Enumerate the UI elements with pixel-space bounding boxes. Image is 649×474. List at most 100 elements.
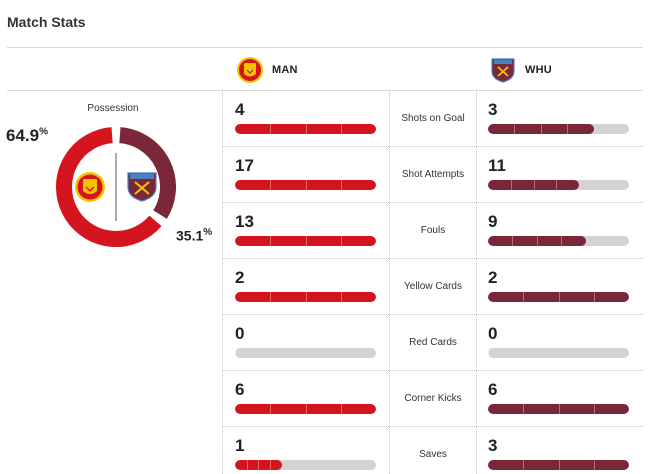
possession-donut-home-arc [56,127,162,247]
bar-segment-tick [235,348,236,358]
away-stat-bar-fill [488,124,594,134]
away-team-abbr: WHU [525,64,552,76]
home-stat-value: 1 [235,436,245,455]
header-divider [7,90,643,91]
stat-row: 4 Shots on Goal 3 [223,91,643,147]
bar-segment-tick [258,460,260,470]
bar-segment-tick [246,460,248,470]
manchester-united-crest-icon [237,57,263,83]
home-stat-bar-fill [235,180,376,190]
bar-segment-tick [510,180,512,190]
home-stat-bar-fill [235,404,376,414]
bar-segment-tick [561,236,563,246]
home-stat-bar [235,180,376,190]
stat-row: 0 Red Cards 0 [223,315,643,371]
bar-segment-tick [270,180,272,190]
bar-segment-tick [270,124,272,134]
away-stat-bar-fill [488,180,580,190]
away-stat-bar [488,404,629,414]
bar-segment-tick [340,404,342,414]
bar-segment-tick [235,348,236,358]
bar-segment-tick [235,348,236,358]
away-stat-bar-fill [488,292,629,302]
home-stat-value: 6 [235,380,245,399]
bar-segment-tick [305,236,307,246]
away-stat-value: 0 [488,324,498,343]
bar-segment-tick [305,180,307,190]
home-possession-value: 64.9% [6,126,48,146]
bar-segment-tick [488,348,489,358]
away-possession-value: 35.1% [176,227,212,244]
away-stat-bar [488,348,629,358]
away-possession-number: 35.1 [176,227,204,244]
home-stat-bar-fill [235,236,376,246]
bar-segment-tick [488,348,489,358]
bar-segment-tick [556,180,558,190]
home-stat-bar [235,404,376,414]
west-ham-crest-icon [127,172,157,202]
home-stat-value: 13 [235,212,254,231]
bar-segment-tick [270,292,272,302]
bar-segment-tick [558,404,560,414]
bar-segment-tick [305,292,307,302]
bar-segment-tick [536,236,538,246]
home-stat-bar-fill [235,124,376,134]
away-stat-bar-fill [488,404,629,414]
bar-segment-tick [270,236,272,246]
row-divider [223,314,643,315]
bar-segment-tick [558,292,560,302]
bar-segment-tick [340,292,342,302]
bar-segment-tick [523,404,525,414]
bar-segment-tick [558,460,560,470]
stat-label: Yellow Cards [404,281,462,292]
row-divider [223,202,643,203]
home-possession-unit: % [39,126,48,138]
bar-segment-tick [305,404,307,414]
home-team-header[interactable]: MAN [236,55,298,85]
away-stat-value: 3 [488,436,498,455]
away-stat-value: 3 [488,100,498,119]
bar-segment-tick [567,124,569,134]
away-stat-value: 11 [488,156,506,175]
stat-row: 2 Yellow Cards 2 [223,259,643,315]
bar-segment-tick [523,460,525,470]
away-team-header[interactable]: WHU [489,55,552,85]
possession-donut-away-arc [118,127,176,219]
possession-label: Possession [87,103,139,114]
away-stat-bar [488,460,629,470]
home-stat-value: 4 [235,100,245,119]
home-stat-bar [235,236,376,246]
bar-segment-tick [270,404,272,414]
home-stat-bar-fill [235,460,282,470]
home-stat-value: 2 [235,268,245,287]
bar-segment-tick [512,236,514,246]
stat-row: 17 Shot Attempts 11 [223,147,643,203]
bar-segment-tick [488,348,489,358]
possession-donut [56,127,176,247]
home-stat-bar [235,348,376,358]
stat-label: Saves [419,449,447,460]
away-stat-bar-fill [488,236,586,246]
bar-segment-tick [593,292,595,302]
bar-segment-tick [305,124,307,134]
bar-segment-tick [514,124,516,134]
stat-label: Shot Attempts [401,169,465,180]
bar-segment-tick [340,236,342,246]
bar-segment-tick [593,460,595,470]
stat-label: Corner Kicks [404,393,462,404]
home-stat-bar [235,124,376,134]
away-stat-bar-fill [488,460,629,470]
stat-row: 1 Saves 3 [223,427,643,474]
column-divider-right [476,91,477,474]
bar-segment-tick [340,124,342,134]
home-team-abbr: MAN [272,64,298,76]
bar-segment-tick [533,180,535,190]
bar-segment-tick [270,460,272,470]
stat-label: Shots on Goal [401,113,465,124]
away-stat-value: 9 [488,212,498,231]
away-stat-bar [488,124,629,134]
bar-segment-tick [593,404,595,414]
home-stat-value: 0 [235,324,245,343]
stat-label: Red Cards [409,337,457,348]
away-stat-bar [488,292,629,302]
